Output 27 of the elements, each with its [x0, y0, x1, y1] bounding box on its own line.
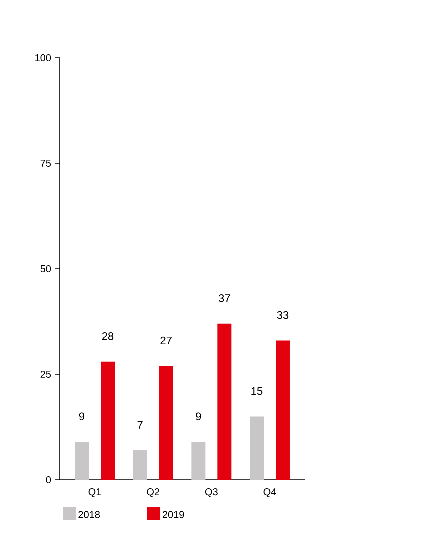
data-label: 28: [102, 332, 114, 340]
legend-label: 2018: [78, 511, 100, 518]
bar: [74, 442, 89, 480]
y-tick-label: 25: [40, 370, 52, 378]
data-label: 7: [138, 421, 143, 429]
data-label: 9: [196, 412, 202, 420]
data-label: 9: [79, 412, 85, 420]
x-tick-label: Q4: [264, 488, 276, 498]
x-tick-label: Q2: [147, 488, 160, 498]
x-tick-label: Q3: [205, 488, 218, 498]
bar: [218, 324, 232, 480]
bar: [192, 442, 206, 480]
data-label: 15: [252, 387, 263, 396]
bar: [250, 416, 264, 480]
data-label: 33: [277, 311, 289, 320]
bar: [133, 450, 148, 480]
data-label: 27: [160, 336, 172, 345]
y-tick-label: 75: [40, 160, 52, 167]
legend-label: 2019: [162, 511, 184, 518]
bar: [101, 362, 115, 480]
bar: [159, 366, 174, 480]
data-label: 37: [218, 294, 230, 302]
bar: [276, 340, 290, 480]
y-tick-label: 50: [40, 265, 52, 273]
y-tick-label: 100: [36, 54, 52, 62]
x-tick-label: Q1: [88, 488, 102, 498]
y-tick-label: 0: [46, 476, 52, 484]
